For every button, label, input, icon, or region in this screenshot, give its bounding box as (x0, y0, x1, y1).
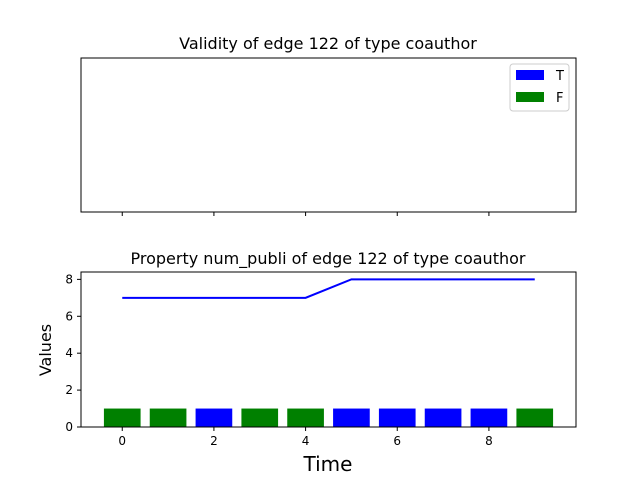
validity-bar (378, 408, 416, 427)
legend-label-f: F (556, 91, 563, 106)
validity-title: Validity of edge 122 of type coauthor (179, 34, 477, 53)
validity-plot-frame (80, 57, 577, 213)
legend-swatch-f (516, 92, 544, 102)
validity-bar (241, 408, 279, 427)
validity-bar (195, 408, 233, 427)
y-tick-label: 4 (65, 346, 73, 360)
x-tick-label: 6 (393, 434, 401, 448)
legend-label-t: T (555, 69, 564, 84)
property-y-ticks: 0 2 4 6 8 (65, 272, 81, 434)
value-line (122, 278, 535, 299)
validity-bar (424, 408, 462, 427)
validity-bar (333, 408, 370, 427)
property-panel: Property num_publi of edge 122 of type c… (36, 249, 577, 476)
x-tick-label: 0 (118, 434, 126, 448)
property-plot-frame (80, 271, 577, 428)
y-tick-label: 2 (65, 383, 73, 397)
validity-panel: Validity of edge 122 of type coauthor T … (80, 34, 577, 216)
validity-bar (470, 408, 508, 427)
y-tick-label: 8 (65, 272, 73, 286)
legend: T F (509, 63, 570, 112)
x-tick-label: 8 (485, 434, 493, 448)
validity-bar (287, 408, 324, 427)
legend-swatch-t (516, 70, 544, 80)
validity-bar (103, 408, 141, 427)
x-tick-label: 2 (210, 434, 218, 448)
property-title: Property num_publi of edge 122 of type c… (131, 249, 526, 269)
y-tick-label: 0 (65, 420, 73, 434)
x-tick-label: 4 (302, 434, 310, 448)
property-x-ticks: 0 2 4 6 8 (118, 427, 493, 448)
validity-bar (149, 408, 187, 427)
bars-group (103, 408, 554, 427)
validity-x-ticks (121, 212, 490, 216)
validity-bar (516, 408, 554, 427)
x-axis-label: Time (303, 452, 353, 476)
y-axis-label: Values (36, 324, 55, 376)
y-tick-label: 6 (65, 309, 73, 323)
